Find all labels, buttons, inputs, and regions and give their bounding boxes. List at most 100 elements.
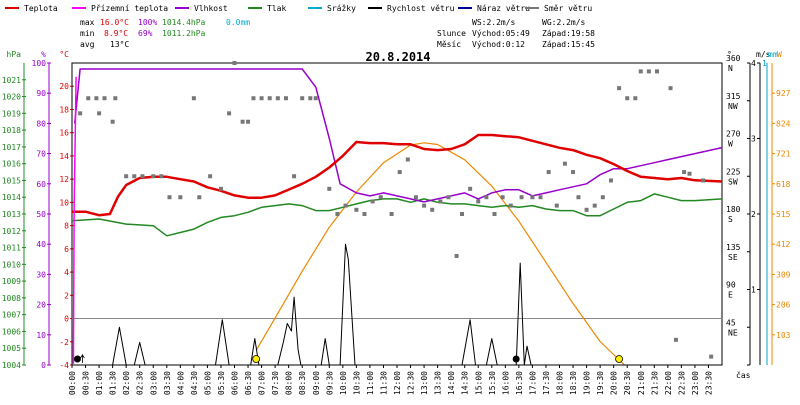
x-tick-label: 07:00 (258, 371, 267, 395)
stat-wg: WG:2.2m/s (542, 18, 586, 27)
tick-label: 1018 (2, 126, 21, 135)
grid (71, 62, 723, 366)
stat-max-press: 1014.4hPa (162, 18, 206, 27)
x-tick-label: 15:00 (474, 371, 483, 395)
x-tick-label: 06:30 (244, 371, 253, 395)
series (71, 68, 723, 366)
x-tick-label: 05:30 (217, 371, 226, 395)
wind-direction-point (327, 186, 332, 191)
wind-direction-point (159, 174, 164, 179)
wind-direction-point (446, 195, 451, 200)
wind-direction-point (682, 170, 687, 175)
x-tick-label: 09:00 (312, 371, 321, 395)
wind-direction-point (655, 69, 659, 74)
x-tick-label: 00:00 (68, 371, 77, 395)
x-tick-label: 07:30 (271, 371, 280, 395)
wind-direction-point (430, 207, 435, 212)
x-tick-label: 17:30 (542, 371, 551, 395)
wind-direction-point (197, 195, 202, 200)
stat-max-rain: 0.0mm (226, 18, 250, 27)
tick-label: 1007 (2, 311, 21, 320)
tick-label: 50 (36, 210, 46, 219)
wind-direction-point (267, 96, 272, 101)
tick-label: NE (728, 328, 738, 337)
tick-label: 3 (751, 135, 756, 144)
wind-direction-point (292, 174, 297, 179)
wind-direction-point (227, 111, 232, 116)
tick-label: 18 (59, 105, 69, 114)
tick-label: 1019 (2, 109, 21, 118)
wind-direction-point (343, 203, 348, 208)
tick-label: 103 (776, 331, 791, 340)
wind-direction-point (275, 96, 280, 101)
stat-max-label: max (80, 18, 95, 27)
wind-direction-point (554, 203, 559, 208)
wind-direction-point (617, 86, 622, 91)
legend-label: Srážky (327, 4, 356, 13)
legend-label: Vlhkost (194, 4, 228, 13)
wind-direction-point (354, 207, 359, 212)
series-line-vlhkost (73, 68, 723, 203)
tick-label: 1004 (2, 361, 21, 370)
tick-label: 70 (36, 150, 46, 159)
wind-direction-point (646, 69, 651, 74)
x-tick-label: 03:00 (149, 371, 158, 395)
tick-label: 30 (36, 270, 46, 279)
wind-direction-point (283, 96, 288, 101)
x-tick-label: 12:30 (407, 371, 416, 395)
x-tick-label: 11:00 (366, 371, 375, 395)
wind-direction-point (476, 199, 481, 204)
wind-direction-point (124, 174, 129, 179)
tick-label: 100 (32, 59, 47, 68)
tick-label: 1010 (2, 260, 21, 269)
moon-marker (512, 355, 520, 363)
stat-max-temp: 16.0°C (100, 18, 129, 27)
wind-direction-point (86, 96, 91, 101)
tick-label: SW (728, 177, 738, 186)
x-tick-label: 15:30 (488, 371, 497, 395)
tick-label: 0 (41, 361, 46, 370)
wind-direction-point (378, 195, 383, 200)
tick-label: W (728, 140, 733, 149)
wind-direction-point (438, 199, 443, 204)
wind-direction-point (335, 212, 340, 216)
tick-label: 309 (776, 270, 791, 279)
sun-marker (252, 355, 261, 363)
legend-label: Náraz větru (477, 4, 530, 13)
x-tick-label: 11:30 (379, 371, 388, 395)
stat-min-temp: 8.9°C (104, 29, 128, 38)
x-tick-label: 08:00 (285, 371, 294, 395)
wind-direction-point (308, 96, 313, 101)
tick-label: NW (728, 102, 738, 111)
wind-direction-point (562, 161, 567, 166)
plot-frame (71, 62, 723, 366)
tick-label: 1 (751, 286, 756, 295)
stats-block: max 16.0°C 100% 1014.4hPa 0.0mm min 8.9°… (80, 18, 595, 49)
x-tick-label: 01:00 (95, 371, 104, 395)
tick-label: 1021 (2, 76, 21, 85)
axis-unit-ms: m/s (756, 50, 771, 59)
legend: Teplota Přízemní teplota Vlhkost Tlak Srážky… (5, 4, 592, 13)
wind-direction-point (530, 195, 535, 200)
series-line-tlak (71, 193, 723, 237)
tick-label: 1012 (2, 227, 21, 236)
x-tick-label: 12:00 (393, 371, 402, 395)
wind-direction-point (592, 203, 597, 208)
x-tick-label: 16:30 (515, 371, 524, 395)
x-tick-label: 04:00 (176, 371, 185, 395)
axis-unit-temp: °C (59, 50, 69, 59)
wind-direction-point (191, 96, 196, 101)
wind-direction-point (687, 171, 692, 176)
tick-label: 270 (726, 130, 741, 139)
x-tick-label: 03:30 (163, 371, 172, 395)
stat-ws: WS:2.2m/s (472, 18, 516, 27)
wind-direction-point (600, 195, 605, 200)
tick-label: 360 (726, 54, 741, 63)
wind-direction-point (246, 119, 251, 124)
axes: hPa1004100510061007100810091010101110121… (2, 50, 791, 395)
moon-label: Měsíc (437, 40, 461, 49)
x-tick-label: 22:30 (677, 371, 686, 395)
legend-label: Přízemní teplota (91, 4, 168, 13)
tick-label: 618 (776, 180, 791, 189)
wind-direction-point (709, 354, 714, 359)
